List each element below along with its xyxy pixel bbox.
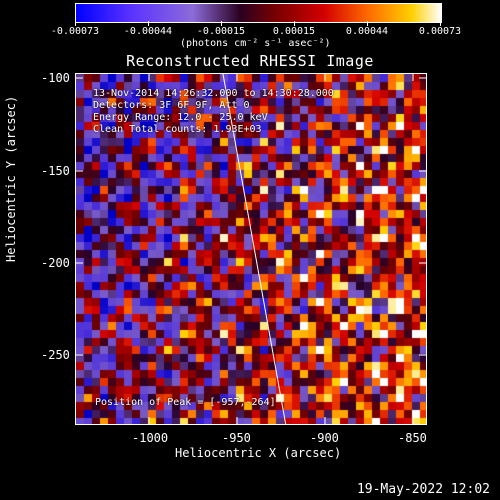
y-tick-label: -150 [41, 164, 70, 178]
y-axis-label: Heliocentric Y (arcsec) [4, 95, 18, 262]
image-heatmap [76, 74, 426, 424]
y-tick-label: -100 [41, 71, 70, 85]
x-tick-label: -900 [310, 431, 339, 445]
colorbar-tick-label: -0.00015 [196, 26, 246, 37]
annotation-energy-range: Energy Range: 12.0 - 25.0 keV [93, 112, 268, 123]
colorbar-tick [440, 21, 441, 26]
footer-date: 19-May-2022 12:02 [356, 482, 490, 497]
colorbar-tick [294, 21, 295, 26]
plot-title: Reconstructed RHESSI Image [126, 52, 374, 70]
x-axis-label: Heliocentric X (arcsec) [175, 446, 342, 460]
colorbar-tick [148, 21, 149, 26]
image-plot [75, 73, 427, 425]
y-tick-label: -250 [41, 348, 70, 362]
annotation-detectors: Detectors: 3F 6F 9F, Att 0 [93, 100, 250, 111]
colorbar-tick-label: 0.00044 [345, 26, 389, 37]
colorbar-tick [75, 21, 76, 26]
colorbar [75, 3, 442, 23]
y-tick-label: -200 [41, 256, 70, 270]
annotation-clean: Clean Total counts: 1.93E+03 [93, 124, 262, 135]
annotation-peak-position: Position of Peak = [-957,-264] [95, 397, 276, 408]
colorbar-tick-label: 0.00015 [272, 26, 316, 37]
colorbar-units: (photons cm⁻² s⁻¹ asec⁻²) [180, 38, 331, 49]
limb-line [222, 74, 287, 424]
annotation-time-range: 13-Nov-2014 14:26:32.000 to 14:30:28.000 [93, 88, 334, 99]
colorbar-tick-label: -0.00044 [123, 26, 173, 37]
plot-overlay [222, 74, 287, 424]
x-tick-label: -850 [398, 431, 427, 445]
colorbar-tick-label: -0.00073 [50, 26, 100, 37]
x-tick-label: -950 [222, 431, 251, 445]
colorbar-tick [221, 21, 222, 26]
x-tick-label: -1000 [132, 431, 169, 445]
colorbar-tick-label: 0.00073 [418, 26, 462, 37]
colorbar-tick [367, 21, 368, 26]
